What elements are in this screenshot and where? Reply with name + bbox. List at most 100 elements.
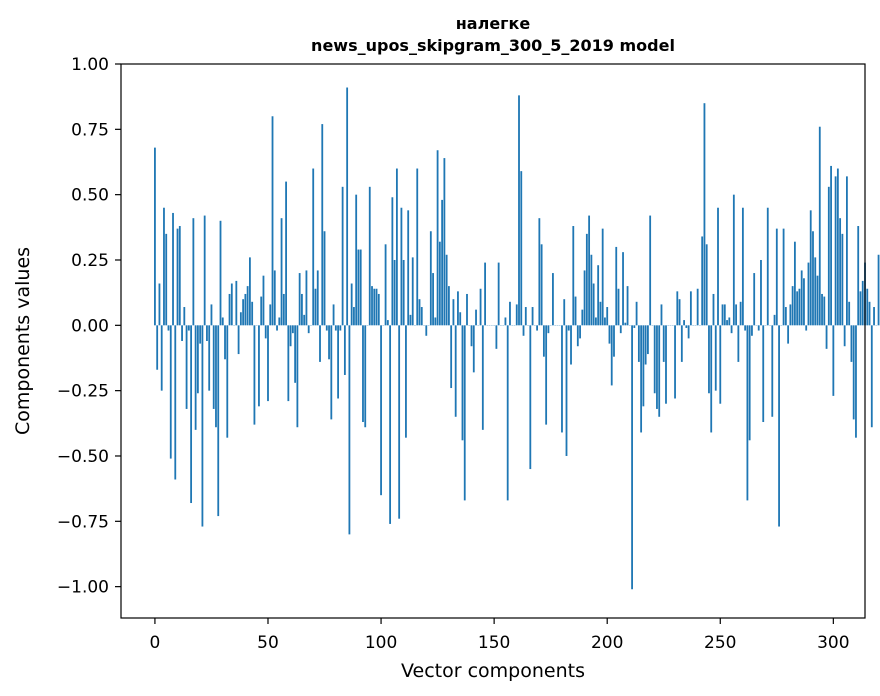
bar <box>594 317 597 326</box>
bar <box>307 325 310 334</box>
bar <box>825 325 828 349</box>
bar <box>823 296 826 326</box>
bar <box>798 288 801 326</box>
bar <box>728 317 731 326</box>
bar <box>857 226 860 326</box>
bar <box>653 325 656 394</box>
x-tick-label: 150 <box>478 633 510 653</box>
bar <box>359 249 362 326</box>
bar <box>778 325 780 527</box>
bar <box>793 241 796 326</box>
bar <box>357 249 360 326</box>
bar <box>717 207 719 326</box>
bar <box>154 147 156 326</box>
bar <box>701 236 704 326</box>
bar <box>466 293 468 326</box>
bar <box>757 325 760 331</box>
chart-subtitle: news_upos_skipgram_300_5_2019 model <box>311 36 675 55</box>
bar <box>475 309 477 326</box>
bar <box>264 325 267 339</box>
bar <box>861 280 864 326</box>
bar <box>660 304 663 326</box>
bar <box>441 199 444 326</box>
bar <box>203 215 206 326</box>
bar <box>524 307 527 326</box>
bar <box>237 325 240 355</box>
bar <box>190 325 193 504</box>
bar <box>393 259 396 326</box>
bar <box>269 304 272 326</box>
bar <box>353 307 355 326</box>
bar <box>407 210 410 326</box>
bar <box>626 286 629 326</box>
bar <box>830 165 832 326</box>
bar <box>855 325 857 438</box>
bar <box>330 325 333 420</box>
bar <box>391 197 394 326</box>
bar <box>461 325 464 441</box>
bar <box>332 304 335 326</box>
bar <box>606 307 609 326</box>
bar <box>741 207 744 326</box>
bar <box>870 325 873 428</box>
bar <box>814 257 817 326</box>
bar <box>187 325 190 331</box>
bar <box>373 288 376 326</box>
bar <box>325 325 328 331</box>
bar <box>649 215 652 326</box>
bar <box>484 262 486 326</box>
bar <box>678 299 681 326</box>
bar <box>328 325 330 360</box>
bar <box>545 325 548 425</box>
bar <box>547 325 550 334</box>
bar <box>346 87 349 326</box>
bar <box>803 278 805 326</box>
bar <box>827 186 830 326</box>
bar <box>708 325 710 394</box>
bar <box>355 194 358 326</box>
bar <box>680 325 683 362</box>
bar <box>782 228 785 326</box>
bar <box>877 254 880 326</box>
bar <box>839 218 842 326</box>
bar <box>169 325 172 459</box>
bar <box>452 299 455 326</box>
bar <box>746 325 749 501</box>
bar <box>398 325 401 519</box>
bar <box>246 286 249 326</box>
bar <box>276 325 278 331</box>
y-axis-ticks: 1.00 0.75 0.50 0.25 0.00 −0.25 −0.50 −0.75 −1.00 <box>57 55 121 598</box>
bar <box>751 325 753 336</box>
bar <box>497 262 500 326</box>
bar <box>836 168 839 326</box>
bar <box>418 299 421 326</box>
bar <box>561 325 563 433</box>
y-tick-label: 0.75 <box>71 120 109 140</box>
bar <box>714 325 717 391</box>
bar <box>249 257 251 326</box>
bar <box>156 325 159 370</box>
bar <box>791 286 794 326</box>
bar <box>226 325 229 438</box>
bar <box>470 325 473 347</box>
bar <box>658 325 661 417</box>
bar <box>687 325 690 339</box>
bar <box>316 270 319 326</box>
bar <box>282 293 285 326</box>
bar <box>816 275 819 326</box>
bar <box>479 288 482 326</box>
bar <box>377 293 380 326</box>
bar <box>843 325 846 347</box>
bar <box>832 325 835 396</box>
bar <box>285 181 287 326</box>
bar <box>294 325 297 383</box>
bar <box>730 325 733 334</box>
bar <box>215 325 217 428</box>
bar <box>380 325 382 496</box>
bar <box>364 325 367 428</box>
chart-title: налегке <box>456 14 531 33</box>
y-tick-label: 1.00 <box>71 55 109 75</box>
bar <box>167 325 170 331</box>
bar <box>321 124 324 326</box>
bar <box>705 244 708 326</box>
